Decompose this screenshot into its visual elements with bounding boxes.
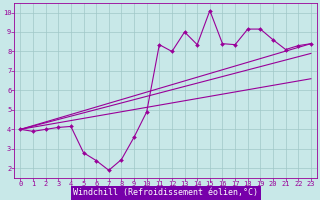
X-axis label: Windchill (Refroidissement éolien,°C): Windchill (Refroidissement éolien,°C) [73, 188, 258, 197]
